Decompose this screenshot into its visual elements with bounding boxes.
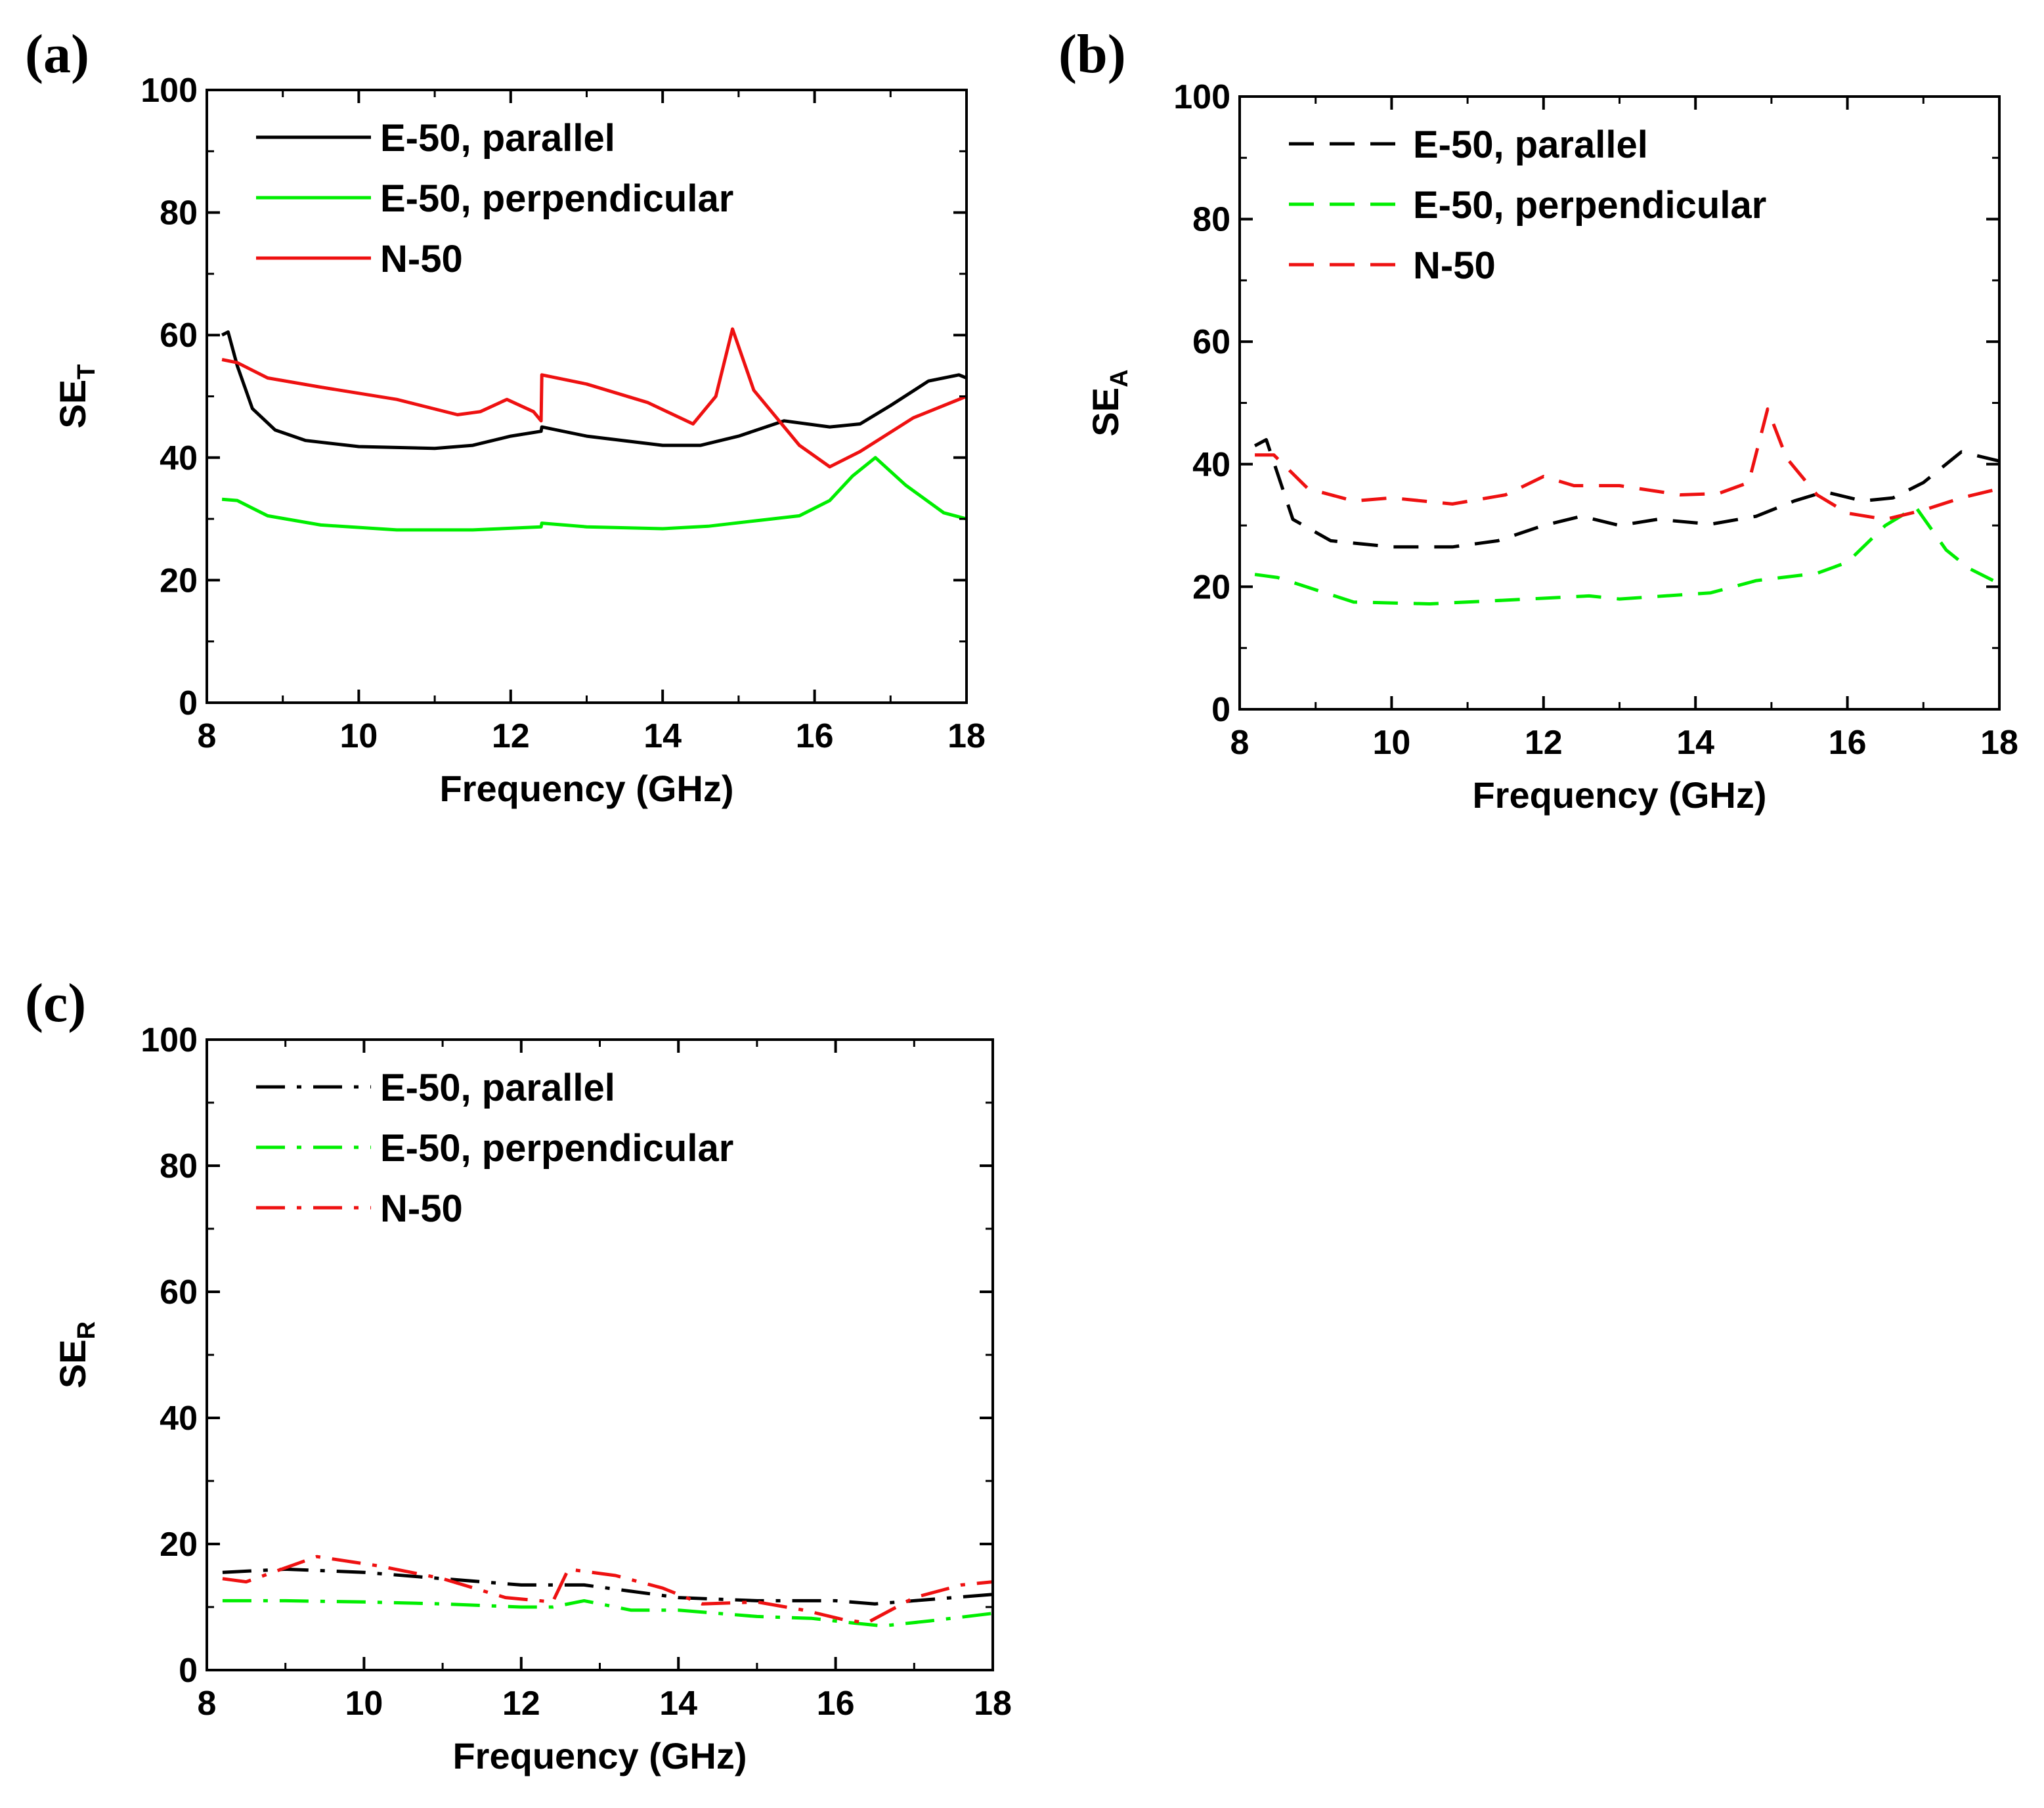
y-axis-title: SEA — [1085, 369, 1133, 436]
y-tick-label: 0 — [179, 1652, 198, 1690]
series-line-n-50 — [222, 1554, 993, 1625]
y-tick-label: 20 — [160, 562, 198, 600]
y-tick-label: 60 — [1192, 323, 1230, 361]
y-axis-title: SER — [52, 1321, 100, 1388]
legend-label-e-50-parallel: E-50, parallel — [1413, 123, 1648, 166]
legend-label-e-50-parallel: E-50, parallel — [380, 117, 615, 160]
x-tick-label: 18 — [1980, 724, 2018, 762]
x-tick-label: 16 — [817, 1685, 855, 1723]
series-line-n-50 — [1255, 407, 2000, 521]
y-tick-label: 100 — [141, 72, 198, 110]
y-tick-label: 20 — [1192, 568, 1230, 606]
panel-a: 8 10 12 14 16 18 0 20 40 60 80 100 Frequency (GHz) SE… — [52, 72, 986, 809]
series-line-e-50-perpendicular — [1254, 505, 2001, 606]
x-tick-label: 8 — [1230, 724, 1250, 762]
x-tick-label: 16 — [1829, 724, 1867, 762]
x-tick-label: 14 — [643, 717, 682, 755]
y-tick-label: 80 — [160, 1147, 198, 1185]
y-tick-label: 100 — [1173, 78, 1230, 116]
panel-b-letter: (b) — [1058, 24, 1126, 85]
x-tick-label: 12 — [492, 717, 530, 755]
x-tick-label: 8 — [198, 717, 217, 755]
y-tick-label: 40 — [160, 439, 198, 477]
legend-label-n-50: N-50 — [380, 1187, 463, 1230]
x-tick-label: 18 — [974, 1685, 1012, 1723]
x-tick-label: 14 — [1676, 724, 1714, 762]
legend-label-e-50-perpendicular: E-50, perpendicular — [380, 177, 733, 220]
x-tick-label: 8 — [198, 1685, 217, 1723]
y-tick-label: 20 — [160, 1526, 198, 1564]
series-line-e-50-perpendicular — [222, 1599, 993, 1628]
series-line-n-50 — [221, 327, 967, 469]
x-tick-label: 10 — [345, 1685, 383, 1723]
legend-label-e-50-parallel: E-50, parallel — [380, 1067, 615, 1109]
y-tick-label: 0 — [179, 684, 198, 722]
legend-label-n-50: N-50 — [380, 238, 463, 280]
y-tick-label: 40 — [160, 1400, 198, 1438]
panel-c-letter: (c) — [25, 973, 86, 1034]
series-line-e-50-parallel — [1253, 438, 2000, 549]
y-tick-label: 80 — [1192, 201, 1230, 239]
x-tick-label: 18 — [947, 717, 986, 755]
x-tick-label: 16 — [796, 717, 834, 755]
legend-label-n-50: N-50 — [1413, 244, 1496, 287]
series-line-e-50-parallel — [221, 330, 967, 451]
panel-a-letter: (a) — [25, 24, 89, 85]
panel-c: 8 10 12 14 16 18 0 20 40 60 80 100 Frequency (GHz) SE… — [52, 1021, 1012, 1776]
y-tick-label: 0 — [1211, 691, 1230, 729]
series-line-e-50-perpendicular — [221, 456, 967, 532]
x-tick-label: 10 — [1372, 724, 1410, 762]
x-axis-title: Frequency (GHz) — [439, 768, 733, 809]
x-axis-title: Frequency (GHz) — [452, 1735, 747, 1776]
legend-label-e-50-perpendicular: E-50, perpendicular — [1413, 184, 1766, 227]
series-line-e-50-parallel — [222, 1567, 993, 1606]
y-tick-label: 60 — [160, 1273, 198, 1312]
y-axis-title: SET — [52, 364, 100, 429]
x-axis-title: Frequency (GHz) — [1472, 774, 1766, 816]
y-tick-label: 100 — [141, 1021, 198, 1059]
x-tick-label: 12 — [1525, 724, 1563, 762]
panel-b: 8 10 12 14 16 18 0 20 40 60 80 100 Frequency (GHz) SE… — [1085, 78, 2018, 816]
legend-label-e-50-perpendicular: E-50, perpendicular — [380, 1127, 733, 1170]
x-tick-label: 10 — [339, 717, 378, 755]
y-tick-label: 80 — [160, 194, 198, 232]
y-tick-label: 60 — [160, 317, 198, 355]
y-tick-label: 40 — [1192, 446, 1230, 484]
x-tick-label: 12 — [502, 1685, 540, 1723]
x-tick-label: 14 — [659, 1685, 697, 1723]
